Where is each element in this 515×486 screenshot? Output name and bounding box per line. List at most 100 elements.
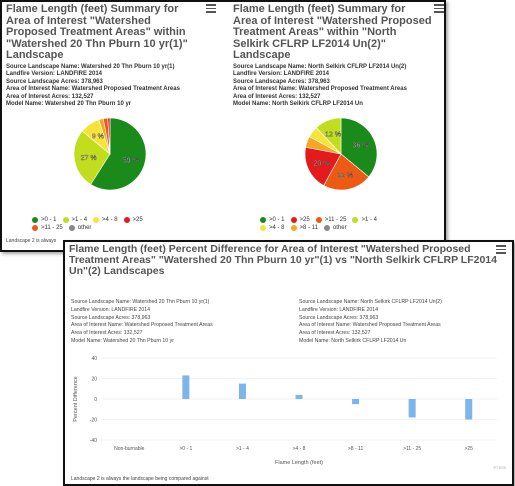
legend-row: >0 - 1 >1 - 4 >4 - 8 >25 [32,216,149,224]
y-tick-label: -20 [90,418,97,424]
legend-item[interactable]: >11 - 25 [32,225,63,231]
meta-line: Source Landscape Acres: 378,963 [6,79,216,87]
legend-item[interactable]: >1 - 4 [352,217,377,223]
meta-line: Source Landscape Name: North Selkirk CFL… [233,64,444,72]
bar[interactable] [409,399,416,417]
legend-item[interactable]: >0 - 1 [32,217,57,223]
legend-item[interactable]: other [69,225,92,231]
footnote: Landscape 2 is always the landscape bein… [71,476,209,482]
legend-dot-icon [124,217,130,223]
y-tick-label: 40 [91,356,97,362]
y-tick-label: 20 [91,377,97,383]
legend-item[interactable]: >8 - 11 [291,225,318,231]
legend-dot-icon [291,225,297,231]
credit-label: IFTDSS [494,466,506,470]
legend-label: >25 [133,217,143,223]
legend-row: >11 - 25 other [32,224,149,232]
y-tick-label: -40 [90,438,97,444]
hamburger-menu-icon[interactable] [434,4,444,13]
legend-label: >0 - 1 [269,217,285,223]
y-tick-label: 0 [94,397,97,403]
chart-metadata: Source Landscape Name: North Selkirk CFL… [233,64,444,109]
legend-label: >1 - 4 [361,217,377,223]
bar[interactable] [465,399,472,420]
legend-item[interactable]: >1 - 4 [63,217,88,223]
chart-metadata: Source Landscape Name: Watershed 20 Thn … [6,64,216,109]
legend-dot-icon [63,217,69,223]
pie-data-label: 59 % [123,158,139,165]
legend-dot-icon [291,217,297,223]
bar[interactable] [352,399,359,404]
pie-data-label: 36 % [353,142,369,149]
legend-dot-icon [352,217,358,223]
legend-dot-icon [260,225,266,231]
meta-line: Model Name: North Selkirk CFLRP LF2014 U… [233,101,444,109]
chart-title: Flame Length (feet) Summary for Area of … [233,4,444,62]
meta-line: Source Landscape Acres: 378,963 [233,79,444,87]
x-tick-label: >25 [464,446,473,452]
meta-line: Landfire Version: LANDFIRE 2014 [233,71,444,79]
legend-label: >8 - 11 [300,225,318,231]
legend-label: >0 - 1 [41,217,57,223]
x-tick-label: >0 - 1 [179,446,192,452]
legend-dot-icon [32,225,38,231]
legend-item[interactable]: >4 - 8 [93,217,118,223]
meta-line: Landfire Version: LANDFIRE 2014 [6,71,216,79]
legend-label: >4 - 8 [269,225,285,231]
meta-line: Model Name: Watershed 20 Thn Pburn 10 yr [6,101,216,109]
pie-chart-left: Flame Length (feet) Summary for Area of … [6,4,216,109]
legend-label: other [333,225,347,231]
bar-chart-svg: -40 -20 0 20 40 Non-burnable >0 - 1 >1 - 4 >4 - … [65,242,512,484]
pie-left-svg: 59 % 27 % 9 % [70,114,150,194]
meta-line: Area of Interest Name: Watershed Propose… [6,86,216,94]
bar[interactable] [239,384,246,399]
x-tick-label: Non-burnable [114,446,145,452]
pie-data-label: 20 % [313,161,329,168]
legend-label: >4 - 8 [102,217,118,223]
legend-item[interactable]: >25 [291,217,310,223]
x-tick-label: >1 - 4 [236,446,249,452]
legend-dot-icon [32,217,38,223]
legend-label: >1 - 4 [72,217,88,223]
legend-item[interactable]: >4 - 8 [260,225,285,231]
pie-data-label: 22 % [337,173,353,180]
legend-dot-icon [316,217,322,223]
legend-label: >11 - 25 [41,225,63,231]
legend-row: >0 - 1 >25 >11 - 25 >1 - 4 [260,216,383,224]
pie-right-legend: >0 - 1 >25 >11 - 25 >1 - 4 >4 - 8 >8 - 11 othe… [260,216,383,232]
meta-line: Area of Interest Acres: 132,527 [6,94,216,102]
bar[interactable] [296,395,303,399]
meta-line: Area of Interest Acres: 132,527 [233,94,444,102]
x-axis-label: Flame Length (feet) [275,460,323,466]
legend-item[interactable]: >0 - 1 [260,217,285,223]
footnote: Landscape 2 is always [6,238,56,244]
pie-data-label: 12 % [325,131,341,138]
x-tick-label: >4 - 8 [293,446,306,452]
legend-label: >11 - 25 [325,217,347,223]
legend-item[interactable]: other [324,225,347,231]
pie-chart-right: Flame Length (feet) Summary for Area of … [233,4,444,109]
meta-line: Area of Interest Name: Watershed Propose… [233,86,444,94]
legend-dot-icon [93,217,99,223]
legend-dot-icon [260,217,266,223]
hamburger-menu-icon[interactable] [206,4,216,13]
pie-right-svg: 36 % 22 % 20 % 12 % [301,114,381,194]
pie-left-legend: >0 - 1 >1 - 4 >4 - 8 >25 >11 - 25 other [32,216,149,232]
percent-difference-panel: Flame Length (feet) Percent Difference f… [63,240,514,486]
legend-label: other [78,225,92,231]
bar[interactable] [182,375,189,399]
pie-data-label: 9 % [92,134,104,141]
legend-dot-icon [324,225,330,231]
pie-data-label: 27 % [81,155,97,162]
legend-dot-icon [69,225,75,231]
y-axis-label: Percent Difference [73,376,79,421]
chart-title: Flame Length (feet) Summary for Area of … [6,4,216,62]
meta-line: Source Landscape Name: Watershed 20 Thn … [6,64,216,72]
x-tick-label: >11 - 25 [403,446,421,452]
summary-panel: Flame Length (feet) Summary for Area of … [0,0,446,252]
legend-label: >25 [300,217,310,223]
legend-item[interactable]: >25 [124,217,143,223]
legend-item[interactable]: >11 - 25 [316,217,347,223]
x-tick-label: >8 - 11 [348,446,364,452]
legend-row: >4 - 8 >8 - 11 other [260,224,383,232]
